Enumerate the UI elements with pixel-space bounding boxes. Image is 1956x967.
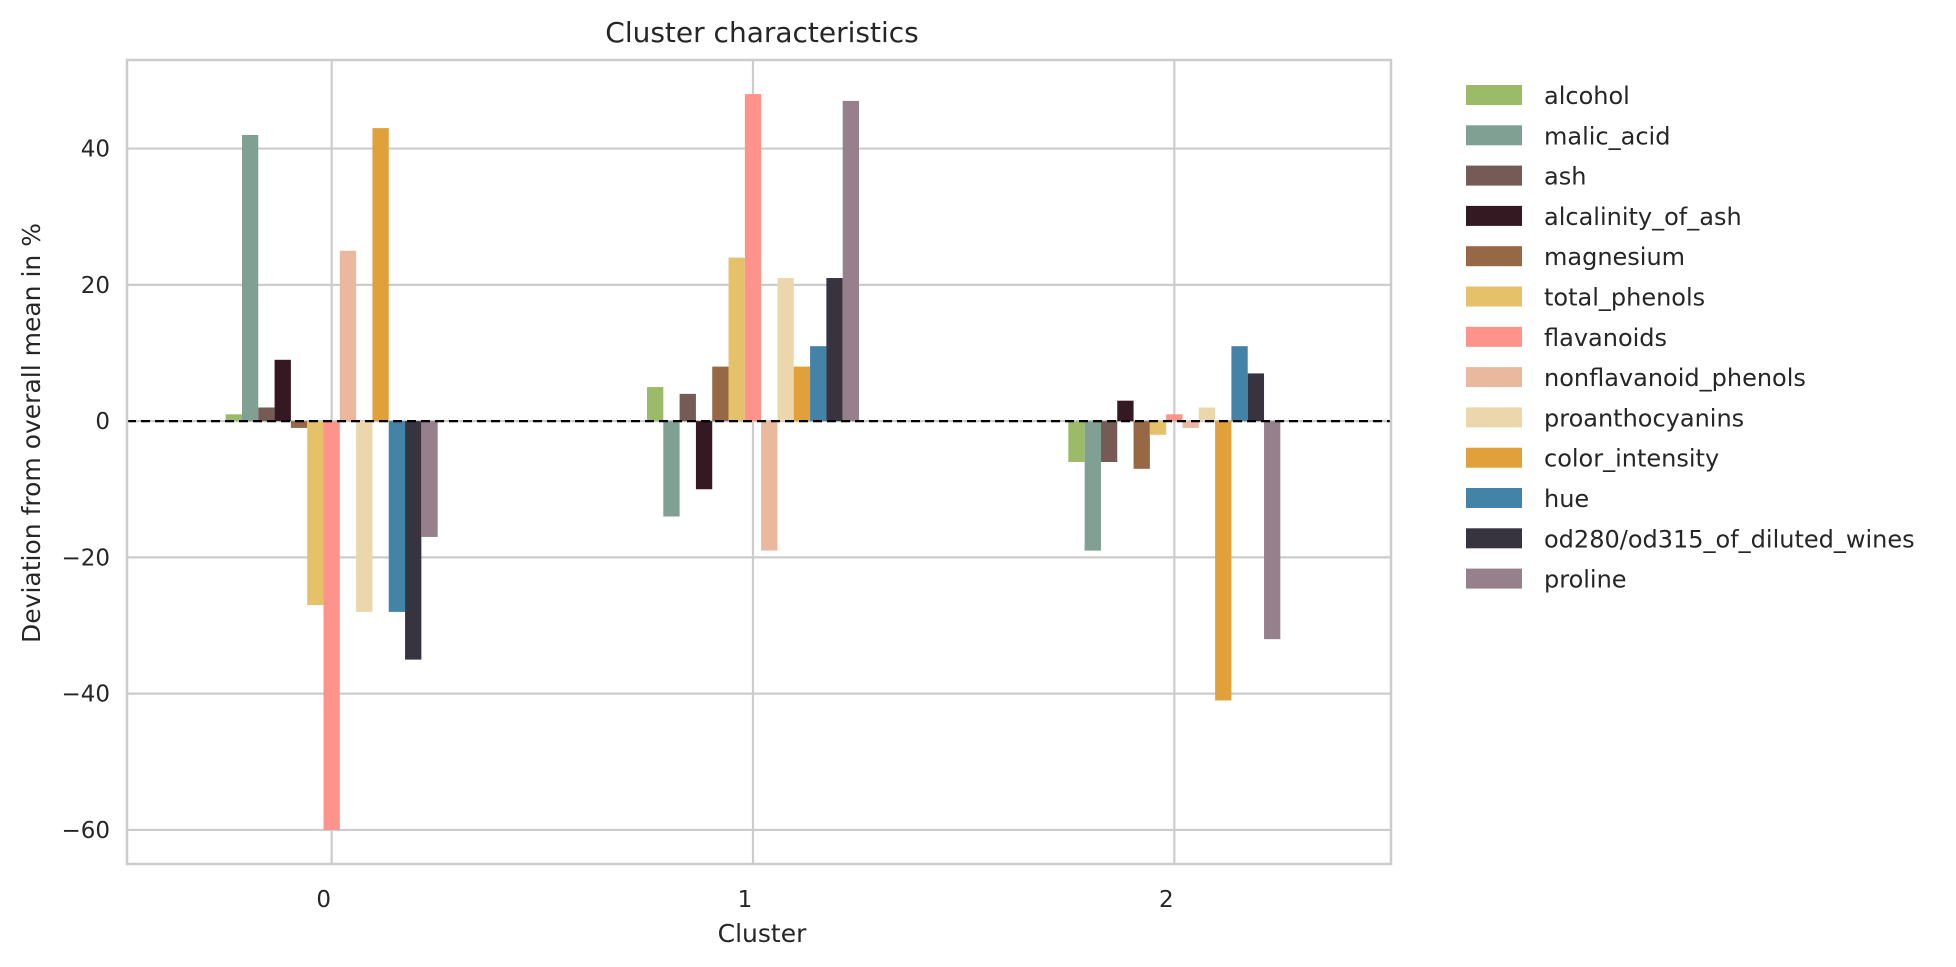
y-tick-label: −20: [61, 545, 110, 571]
bar-alcohol-cluster-1: [647, 387, 664, 422]
legend-label: alcalinity_of_ash: [1544, 203, 1742, 231]
bar-color-intensity-cluster-1: [793, 366, 811, 422]
legend-swatch: [1466, 205, 1522, 226]
legend-swatch: [1466, 85, 1522, 105]
bar-flavanoids-cluster-2: [1166, 414, 1183, 422]
bar-hue-cluster-0: [388, 421, 406, 612]
bar-alcohol-cluster-0: [225, 414, 242, 422]
bar-flavanoids-cluster-0: [323, 421, 340, 830]
legend-label: od280/od315_of_diluted_wines: [1544, 525, 1915, 553]
bar-magnesium-cluster-0: [290, 421, 308, 428]
legend-label: color_intensity: [1544, 445, 1719, 473]
x-tick-label: 2: [1159, 887, 1174, 913]
bar-proanthocyanins-cluster-2: [1198, 407, 1216, 422]
legend-label: malic_acid: [1544, 122, 1670, 150]
y-axis-label: Deviation from overall mean in %: [17, 223, 46, 643]
y-tick-label: −40: [61, 682, 110, 708]
legend-swatch: [1466, 326, 1522, 347]
bar-proanthocyanins-cluster-0: [356, 421, 373, 612]
bar-malic-acid-cluster-0: [241, 134, 259, 422]
bar-nonflavanoid-phenols-cluster-0: [339, 250, 357, 422]
legend-label: ash: [1544, 163, 1586, 191]
bar-proline-cluster-0: [421, 421, 438, 537]
bar-proline-cluster-2: [1264, 421, 1281, 640]
bar-magnesium-cluster-2: [1133, 421, 1150, 469]
legend-label: total_phenols: [1544, 284, 1705, 312]
bar-alcalinity-of-ash-cluster-1: [695, 421, 713, 490]
legend-swatch: [1466, 447, 1522, 468]
y-tick-label: 20: [81, 273, 110, 299]
legend-label: proline: [1544, 566, 1627, 594]
bar-alcalinity-of-ash-cluster-2: [1117, 400, 1134, 422]
bar-od280-od315-of-diluted-wines-cluster-0: [405, 421, 422, 660]
bar-ash-cluster-1: [679, 393, 696, 422]
bar-hue-cluster-1: [810, 346, 827, 422]
legend-label: flavanoids: [1544, 324, 1667, 352]
x-tick-label: 1: [738, 887, 753, 913]
legend-swatch: [1466, 407, 1522, 428]
legend-label: alcohol: [1544, 82, 1630, 110]
bar-malic-acid-cluster-1: [663, 421, 680, 517]
legend-swatch: [1466, 528, 1522, 549]
legend-label: hue: [1544, 485, 1589, 513]
bar-color-intensity-cluster-0: [372, 128, 389, 422]
bar-total-phenols-cluster-0: [307, 421, 324, 606]
bar-flavanoids-cluster-1: [744, 94, 762, 422]
y-tick-label: 0: [95, 409, 110, 435]
legend-swatch: [1466, 367, 1522, 388]
y-tick-label: 40: [81, 137, 110, 163]
y-tick-label: −60: [61, 818, 110, 844]
legend-swatch: [1466, 165, 1522, 186]
bar-nonflavanoid-phenols-cluster-2: [1182, 421, 1199, 428]
legend-swatch: [1466, 568, 1522, 589]
bar-hue-cluster-2: [1231, 346, 1248, 422]
bar-total-phenols-cluster-2: [1149, 421, 1167, 435]
bar-ash-cluster-2: [1100, 421, 1118, 462]
bar-ash-cluster-0: [258, 407, 275, 422]
plot-frame: [125, 58, 1393, 866]
x-axis-ticks: 0 1 2: [316, 887, 1173, 913]
legend-label: proanthocyanins: [1544, 404, 1744, 432]
bar-proline-cluster-1: [842, 100, 859, 422]
bar-alcohol-cluster-2: [1068, 421, 1085, 462]
bar-alcalinity-of-ash-cluster-0: [274, 359, 291, 422]
bar-od280-od315-of-diluted-wines-cluster-1: [826, 278, 843, 422]
bar-color-intensity-cluster-2: [1215, 421, 1232, 701]
bar-magnesium-cluster-1: [712, 366, 729, 422]
legend-swatch: [1466, 125, 1522, 146]
bar-total-phenols-cluster-1: [728, 257, 745, 422]
bar-nonflavanoid-phenols-cluster-1: [761, 421, 778, 551]
x-axis-label: Cluster: [718, 919, 807, 948]
chart-title: Cluster characteristics: [605, 16, 918, 49]
legend-swatch: [1466, 488, 1522, 508]
bar-malic-acid-cluster-2: [1084, 421, 1101, 551]
legend-label: nonflavanoid_phenols: [1544, 364, 1806, 392]
legend-label: magnesium: [1544, 243, 1685, 271]
bars: [225, 94, 1281, 830]
legend-swatch: [1466, 246, 1522, 267]
x-tick-label: 0: [316, 887, 331, 913]
legend-swatch: [1466, 286, 1522, 307]
y-axis-ticks: −60 −40 −20 0 20 40: [61, 137, 110, 844]
bar-od280-od315-of-diluted-wines-cluster-2: [1247, 373, 1265, 422]
bar-proanthocyanins-cluster-1: [777, 278, 794, 422]
